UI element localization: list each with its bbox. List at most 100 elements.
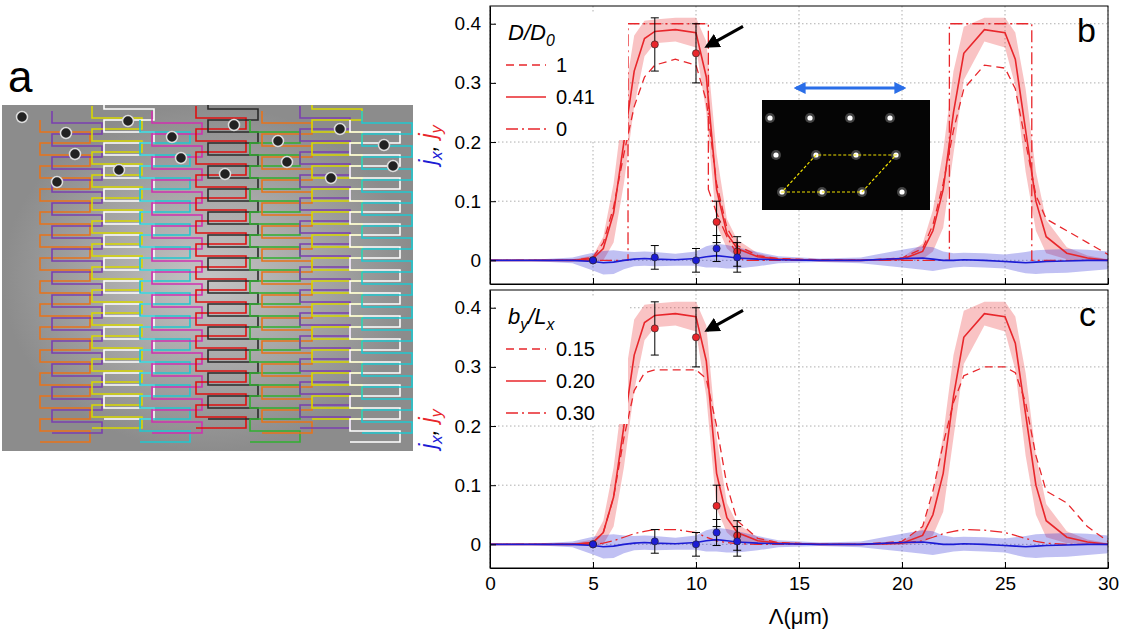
tick-label: 0.4: [455, 297, 482, 318]
lattice-spot-glow: [885, 113, 895, 123]
figure: a00.10.20.30.4jx, jyD/D010.410b051015202…: [0, 0, 1131, 643]
x-axis-title: Λ(μm): [769, 604, 829, 629]
tick-label: 0: [470, 534, 481, 555]
legend: by/Lx0.150.200.30: [498, 298, 628, 424]
error-bar-cap: [733, 242, 741, 243]
error-bar: [692, 308, 700, 367]
chart: 00.10.20.30.4jx, jyD/D010.410b: [415, 6, 1109, 285]
y-axis-title: jx, jy: [415, 407, 446, 451]
tick: 15: [789, 562, 810, 594]
grid-line: [902, 290, 903, 568]
tick-label: 0.3: [455, 356, 481, 377]
tick: 0: [470, 534, 496, 555]
tick-mark: [490, 544, 496, 545]
legend-title: D/D0: [508, 20, 555, 49]
point: [651, 254, 658, 261]
tick-label: 30: [1098, 573, 1119, 594]
tick-mark: [593, 562, 594, 568]
inset-image: [762, 100, 930, 210]
axis-line: [491, 284, 1109, 285]
tick: 0.3: [455, 72, 496, 93]
error-bar: [692, 24, 700, 83]
plot-frame: [490, 6, 1108, 284]
error-bar-cap: [733, 556, 741, 557]
error-bar-cap: [692, 556, 700, 557]
tick-label: 0.4: [455, 13, 482, 34]
trajectory: [262, 111, 312, 433]
plot-background: [490, 6, 1108, 284]
tick: [1005, 278, 1006, 284]
axis-line: [490, 7, 491, 285]
legend-swatch: [506, 128, 546, 130]
legend-label: 1: [556, 54, 567, 76]
text-part: ,: [415, 423, 441, 436]
trajectory: [152, 111, 202, 433]
particle: [220, 169, 231, 180]
error-bar: [692, 533, 700, 557]
trajectory: [52, 111, 102, 433]
error-bar: [692, 249, 700, 273]
line: [490, 530, 1108, 545]
image-panel: a: [2, 52, 413, 451]
point: [713, 245, 720, 252]
text-part: 0: [546, 32, 555, 49]
error-bar-cap: [733, 236, 741, 237]
legend: D/D010.410: [498, 14, 628, 140]
text-part: ,: [415, 139, 441, 152]
point: [589, 257, 596, 264]
error-bar-cap: [692, 248, 700, 249]
point: [589, 257, 596, 264]
tick-label: 25: [995, 573, 1016, 594]
particle: [229, 120, 240, 131]
tick: 5: [588, 562, 599, 594]
error-bar-cap: [651, 529, 659, 530]
error-bar: [651, 530, 659, 554]
point: [651, 538, 658, 545]
x-axis: 051015202530: [485, 562, 1119, 594]
particle: [61, 128, 72, 139]
y-axis: 0 0.1 0.2 0.3 0.4: [455, 7, 496, 285]
tick: 0.1: [455, 475, 496, 496]
trajectory: [362, 111, 412, 433]
tick-label: 0.1: [455, 191, 481, 212]
point: [713, 529, 720, 536]
point: [734, 538, 741, 545]
pointer-arrow: [707, 26, 743, 46]
tick-label: 0.1: [455, 475, 481, 496]
lattice-spot-glow: [771, 150, 781, 160]
axis-line: [490, 291, 491, 569]
tick-mark: [799, 562, 800, 568]
tick-mark: [490, 201, 496, 202]
point: [692, 541, 699, 548]
grid: [490, 6, 1108, 284]
lattice-spot: [767, 115, 772, 120]
tick-mark: [490, 83, 496, 84]
tick-mark: [1005, 562, 1006, 568]
error-bar: [733, 527, 741, 557]
particle: [379, 140, 390, 151]
unit-cell: [782, 155, 896, 192]
tick-label: 0.2: [455, 132, 481, 153]
particle: [123, 116, 134, 127]
error-bar-cap: [692, 23, 700, 24]
tick-label: 0.3: [455, 72, 481, 93]
trajectories: [40, 105, 412, 442]
text-part: y: [427, 123, 446, 134]
particle: [335, 124, 346, 135]
drive-arrow: [796, 87, 904, 90]
tick-mark: [490, 367, 496, 368]
error-bar-cap: [651, 17, 659, 18]
grid: [490, 290, 1108, 568]
error-bar-cap: [651, 355, 659, 356]
error-bar: [713, 519, 721, 545]
error-bar-cap: [713, 235, 721, 236]
grid-line: [490, 485, 1108, 486]
tick: 25: [995, 562, 1016, 594]
tick-mark: [1108, 562, 1109, 568]
lattice-spot-glow: [897, 187, 907, 197]
particle: [388, 161, 399, 172]
tick: 0.2: [455, 132, 496, 153]
tick: 0: [470, 250, 496, 271]
panel-label: c: [1079, 295, 1096, 333]
lattice-spot: [899, 189, 904, 194]
